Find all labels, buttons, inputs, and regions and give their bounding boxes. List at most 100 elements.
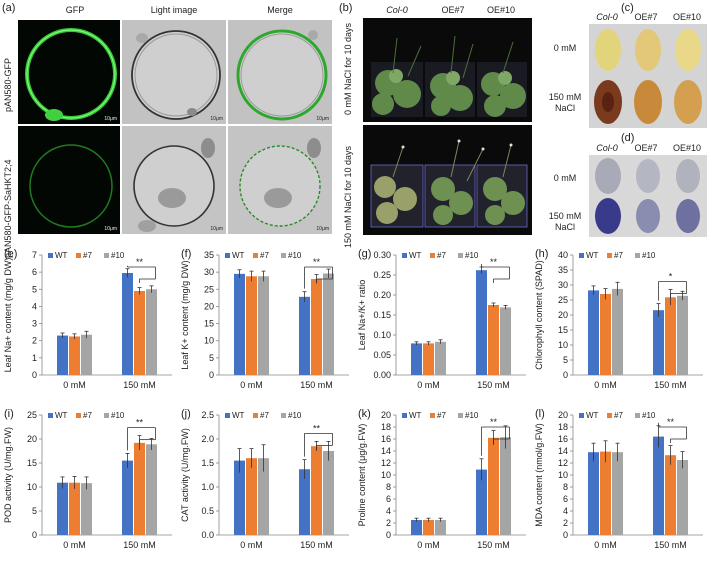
chart-j-legend-swatch-0 bbox=[225, 413, 230, 418]
chart-j-bar-10-0 bbox=[258, 458, 269, 535]
panel-f-label: (f) bbox=[181, 248, 191, 260]
col-header-merge: Merge bbox=[267, 5, 293, 15]
chart-h-bar-10-1 bbox=[677, 295, 688, 375]
c-header-col0: Col-0 bbox=[596, 12, 618, 22]
chart-j-ytick-label: 1.5 bbox=[201, 458, 214, 468]
panel-c-label: (c) bbox=[621, 2, 634, 14]
chart-h-ytick-label: 35 bbox=[558, 265, 568, 275]
chart-e-legend-label-2: #10 bbox=[111, 251, 125, 260]
chart-k-ytick-label: 14 bbox=[381, 446, 391, 456]
chart-e-bar-10-1 bbox=[146, 289, 157, 375]
chart-e-category-label-0: 0 mM bbox=[63, 380, 86, 390]
chart-i-bar-WT-0 bbox=[57, 482, 68, 535]
chart-h-ytick-label: 0 bbox=[563, 370, 568, 380]
chart-h-ytick-label: 5 bbox=[563, 355, 568, 365]
panel-h-label: (h) bbox=[535, 248, 548, 260]
chart-k-ytick-label: 0 bbox=[386, 530, 391, 540]
chart-e-legend-swatch-1 bbox=[76, 253, 81, 258]
chart-j-legend-label-2: #10 bbox=[288, 411, 302, 420]
chart-l-ytick-label: 20 bbox=[558, 410, 568, 420]
chart-f-bar-WT-0 bbox=[234, 273, 245, 375]
chart-j-ylabel: CAT activity (U/mg.FW) bbox=[180, 428, 190, 522]
chart-k-bar-10-0 bbox=[435, 520, 446, 535]
chart-l-legend-swatch-0 bbox=[579, 413, 584, 418]
chart-f-legend-label-2: #10 bbox=[288, 251, 302, 260]
chart-k-bar-WT-1 bbox=[476, 469, 487, 535]
chart-g-legend-label-0: WT bbox=[409, 251, 422, 260]
chart-f-ytick-label: 5 bbox=[209, 353, 214, 363]
chart-i-legend-label-2: #10 bbox=[111, 411, 125, 420]
chart-l-legend-swatch-1 bbox=[607, 413, 612, 418]
chart-e-legend-label-0: WT bbox=[55, 251, 68, 260]
chart-e-bar-10-0 bbox=[81, 334, 92, 375]
chart-h-legend-swatch-1 bbox=[607, 253, 612, 258]
chart-j-legend-swatch-2 bbox=[281, 413, 286, 418]
chart-j-ytick-label: 0.5 bbox=[201, 506, 214, 516]
chart-l-ytick-label: 8 bbox=[563, 482, 568, 492]
chart-j-legend-swatch-1 bbox=[253, 413, 258, 418]
chart-i-ytick-label: 15 bbox=[27, 458, 37, 468]
chart-k-sig-label: ** bbox=[490, 417, 498, 427]
chart-e-category-label-1: 150 mM bbox=[123, 380, 156, 390]
chart-i-ylabel: POD activity (U/mg.FW) bbox=[3, 427, 13, 523]
chart-h-bar-10-0 bbox=[612, 288, 623, 375]
chart-g-ytick-label: 0.15 bbox=[373, 310, 391, 320]
chart-g-bar-10-0 bbox=[435, 341, 446, 375]
chart-e-sig-label: ** bbox=[136, 257, 144, 267]
chart-i-bar-10-1 bbox=[146, 444, 157, 535]
chart-g-ylabel: Leaf Na+/K+ ratio bbox=[357, 280, 367, 351]
d-row-label-nacl: NaCl bbox=[554, 222, 575, 232]
chart-l-bar-7-1 bbox=[665, 455, 676, 535]
chart-g-ytick-label: 0.10 bbox=[373, 330, 391, 340]
chart-f-bar-WT-1 bbox=[299, 296, 310, 375]
chart-g-bar-10-1 bbox=[500, 307, 511, 375]
chart-l-ytick-label: 12 bbox=[558, 458, 568, 468]
c-header-oe7: OE#7 bbox=[634, 12, 658, 22]
chart-g-legend-swatch-2 bbox=[458, 253, 463, 258]
chart-f-legend-swatch-1 bbox=[253, 253, 258, 258]
chart-j-ytick-label: 2.5 bbox=[201, 410, 214, 420]
chart-f-ylabel: Leaf K+ content (mg/g DW) bbox=[180, 260, 190, 369]
chart-f-ytick-label: 35 bbox=[204, 250, 214, 260]
chart-l-bar-WT-1 bbox=[653, 436, 664, 535]
chart-f-ytick-label: 30 bbox=[204, 267, 214, 277]
chart-i-legend-label-0: WT bbox=[55, 411, 68, 420]
plant-photo-0mm bbox=[363, 18, 532, 122]
chart-e-bar-7-1 bbox=[134, 291, 145, 375]
chart-l-ytick-label: 0 bbox=[563, 530, 568, 540]
micrograph-light-1: 10μm bbox=[122, 20, 226, 124]
chart-i-bar-10-0 bbox=[81, 483, 92, 535]
chart-k-ylabel: Proline content (μg/g.FW) bbox=[357, 424, 367, 527]
chart-f-bar-7-0 bbox=[246, 276, 257, 375]
chart-i-legend-swatch-2 bbox=[104, 413, 109, 418]
chart-e-ytick-label: 2 bbox=[32, 336, 37, 346]
chart-l-ytick-label: 16 bbox=[558, 434, 568, 444]
scale-bar-label: 10μm bbox=[104, 116, 117, 122]
panel-k-label: (k) bbox=[358, 408, 371, 420]
chart-l-ytick-label: 14 bbox=[558, 446, 568, 456]
scale-bar-label: 10μm bbox=[316, 116, 329, 122]
col-header-light: Light image bbox=[150, 5, 198, 15]
chart-g-category-label-0: 0 mM bbox=[417, 380, 440, 390]
chart-l-ytick-label: 4 bbox=[563, 506, 568, 516]
chart-h-legend-label-2: #10 bbox=[642, 251, 656, 260]
chart-h-legend-label-0: WT bbox=[586, 251, 599, 260]
chart-h-category-label-0: 0 mM bbox=[594, 380, 617, 390]
chart-k-legend-label-0: WT bbox=[409, 411, 422, 420]
b-header-oe7: OE#7 bbox=[441, 5, 465, 15]
chart-f-bar-7-1 bbox=[311, 279, 322, 375]
chart-i-category-label-1: 150 mM bbox=[123, 540, 156, 550]
chart-l-ytick-label: 6 bbox=[563, 494, 568, 504]
chart-g-category-label-1: 150 mM bbox=[477, 380, 510, 390]
b-header-col0: Col-0 bbox=[386, 5, 408, 15]
chart-f-category-label-1: 150 mM bbox=[300, 380, 333, 390]
chart-g-legend-label-2: #10 bbox=[465, 251, 479, 260]
chart-f-bar-10-0 bbox=[258, 276, 269, 375]
chart-f-ytick-label: 25 bbox=[204, 284, 214, 294]
chart-i-ytick-label: 20 bbox=[27, 434, 37, 444]
chart-g-ytick-label: 0.30 bbox=[373, 250, 391, 260]
micrograph-light-2: 10μm bbox=[122, 126, 226, 234]
chart-k-ytick-label: 12 bbox=[381, 458, 391, 468]
chart-l-bar-7-0 bbox=[600, 451, 611, 535]
chart-f-sig-label: ** bbox=[313, 257, 321, 267]
